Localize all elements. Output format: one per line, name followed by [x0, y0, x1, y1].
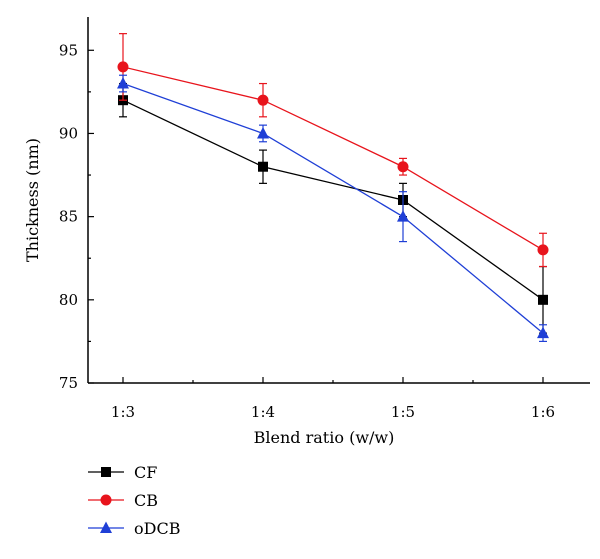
- series-line: [122, 82, 544, 334]
- y-tick-label: 80: [59, 291, 78, 309]
- data-point: [257, 126, 269, 139]
- data-point: [397, 161, 409, 173]
- legend-marker: [100, 521, 112, 533]
- legend-item-odcb: oDCB: [88, 519, 180, 538]
- data-point: [538, 294, 548, 305]
- legend-label: oDCB: [134, 519, 180, 538]
- legend-marker: [101, 467, 111, 477]
- x-tick-label: 1:3: [111, 403, 135, 421]
- data-point: [537, 244, 549, 256]
- data-point: [537, 326, 549, 339]
- y-axis-title: Thickness (nm): [23, 138, 42, 262]
- series-odcb: [117, 74, 549, 343]
- data-point: [117, 61, 129, 73]
- x-tick-label: 1:4: [251, 403, 275, 421]
- legend-marker: [100, 494, 112, 506]
- legend-label: CB: [134, 491, 158, 510]
- series-cb: [117, 33, 549, 268]
- x-axis-title: Blend ratio (w/w): [254, 428, 395, 447]
- data-point: [258, 161, 268, 172]
- series-layer: [117, 33, 549, 343]
- x-tick-label: 1:6: [531, 403, 555, 421]
- data-point: [257, 94, 269, 106]
- series-line: [122, 99, 544, 301]
- legend-label: CF: [134, 463, 157, 482]
- y-tick-label: 90: [59, 124, 78, 142]
- series-cf: [118, 82, 548, 334]
- data-point: [117, 77, 129, 89]
- x-tick-label: 1:5: [391, 403, 415, 421]
- legend-item-cf: CF: [88, 463, 157, 482]
- legend-item-cb: CB: [88, 491, 158, 510]
- series-line: [122, 66, 544, 251]
- data-point: [397, 210, 409, 222]
- y-tick-label: 95: [59, 41, 78, 59]
- y-tick-label: 75: [59, 374, 78, 392]
- legend: CF CB oDCB: [88, 463, 180, 538]
- y-tick-label: 85: [59, 208, 78, 226]
- axes: 75 80 85 90 95 1:3 1:4 1:5 1:6: [59, 17, 590, 421]
